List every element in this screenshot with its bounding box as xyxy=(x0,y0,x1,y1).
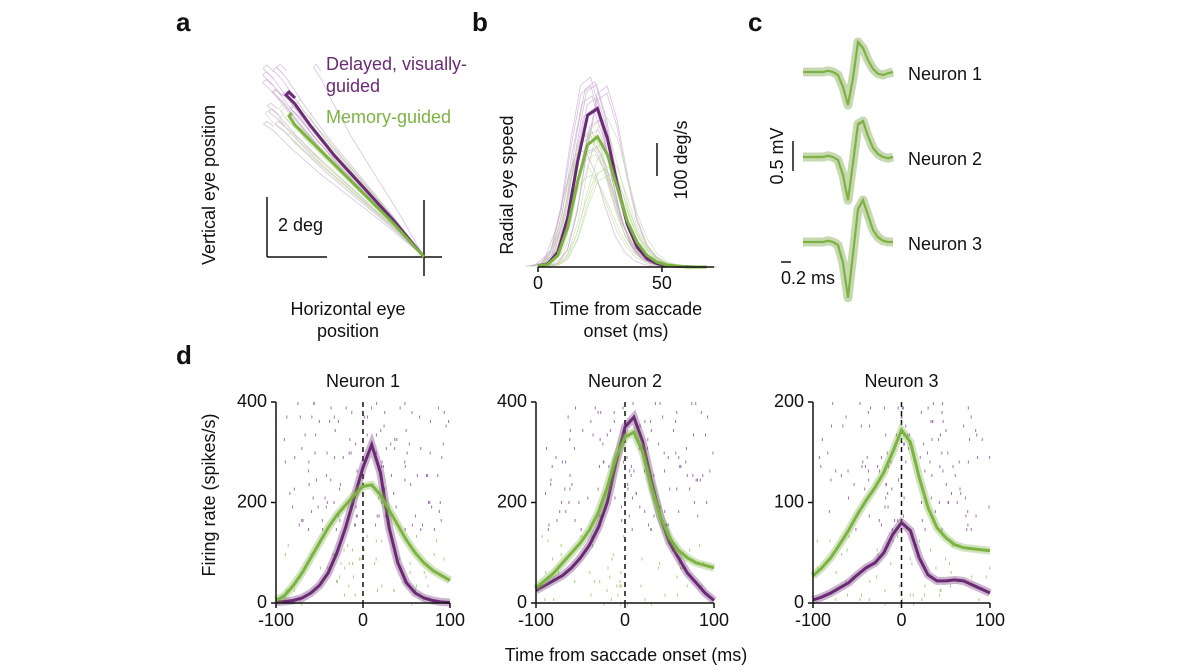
x-tick-label: 100 xyxy=(435,610,465,630)
mean-trace xyxy=(287,111,426,259)
neuron-label: Neuron 2 xyxy=(908,149,982,169)
trial-trace xyxy=(262,120,425,258)
y-tick-label: 0 xyxy=(517,592,527,612)
y-tick-label: 200 xyxy=(237,491,267,511)
chart-title: Neuron 3 xyxy=(864,371,938,391)
x-tick-label: -100 xyxy=(795,610,831,630)
rate-line xyxy=(535,429,715,590)
y-axis-label: Firing rate (spikes/s) xyxy=(199,413,219,576)
x-tick-label: 100 xyxy=(975,610,1005,630)
y-tick-label: 200 xyxy=(774,391,804,411)
trial-trace xyxy=(287,131,425,258)
panel-label: d xyxy=(176,340,192,370)
neuron-label: Neuron 1 xyxy=(908,64,982,84)
x-axis-label: Time from saccade onset (ms) xyxy=(504,645,748,665)
trial-trace xyxy=(264,109,425,258)
x-tick-label: 50 xyxy=(652,273,672,293)
y-tick-label: 100 xyxy=(774,491,804,511)
scale-bar-label: 100 deg/s xyxy=(671,120,691,199)
waveform xyxy=(803,119,894,201)
rate-line xyxy=(812,520,991,602)
x-tick-label: 0 xyxy=(620,610,630,630)
x-tick-label: 0 xyxy=(358,610,368,630)
trial-trace xyxy=(313,63,425,258)
x-tick-label: -100 xyxy=(258,610,294,630)
panel-label: b xyxy=(472,7,488,37)
x-tick-label: 0 xyxy=(896,610,906,630)
panel-label: a xyxy=(176,7,191,37)
x-tick-label: -100 xyxy=(518,610,554,630)
trial-trace xyxy=(547,85,717,268)
rate-line xyxy=(275,440,451,604)
scale-bar-label: 0.5 mV xyxy=(767,127,787,184)
trial-trace xyxy=(276,63,425,258)
rate-line xyxy=(535,414,715,602)
trial-trace xyxy=(272,66,425,258)
y-tick-label: 0 xyxy=(794,592,804,612)
chart-title: Neuron 2 xyxy=(588,371,662,391)
y-tick-label: 0 xyxy=(257,592,267,612)
legend-entry: Memory-guided xyxy=(326,107,452,127)
x-tick-label: 0 xyxy=(533,273,543,293)
mean-trace xyxy=(537,134,707,269)
x-tick-label: 100 xyxy=(699,610,729,630)
x-axis-label: Horizontal eye position xyxy=(290,299,406,341)
y-tick-label: 400 xyxy=(237,391,267,411)
y-tick-label: 200 xyxy=(497,491,527,511)
y-axis-label: Vertical eye position xyxy=(199,105,219,265)
trial-trace xyxy=(308,111,425,258)
chart-title: Neuron 1 xyxy=(326,371,400,391)
waveform xyxy=(803,39,894,106)
waveform-band xyxy=(803,116,895,205)
x-axis-label: Time from saccade onset (ms) xyxy=(549,299,703,341)
trial-trace xyxy=(292,130,425,258)
y-tick-label: 400 xyxy=(497,391,527,411)
rate-line xyxy=(811,427,991,578)
y-axis-label: Radial eye speed xyxy=(497,115,517,254)
panel-label: c xyxy=(748,7,762,37)
scale-bar-label: 2 deg xyxy=(278,215,323,235)
mean-trace xyxy=(283,89,426,258)
trial-trace xyxy=(278,114,425,258)
waveform xyxy=(803,197,893,298)
scale-bar-label: 0.2 ms xyxy=(781,268,835,288)
legend-entry: Delayed, visually-guided xyxy=(326,54,468,96)
rate-line xyxy=(275,483,451,602)
neuron-label: Neuron 3 xyxy=(908,234,982,254)
